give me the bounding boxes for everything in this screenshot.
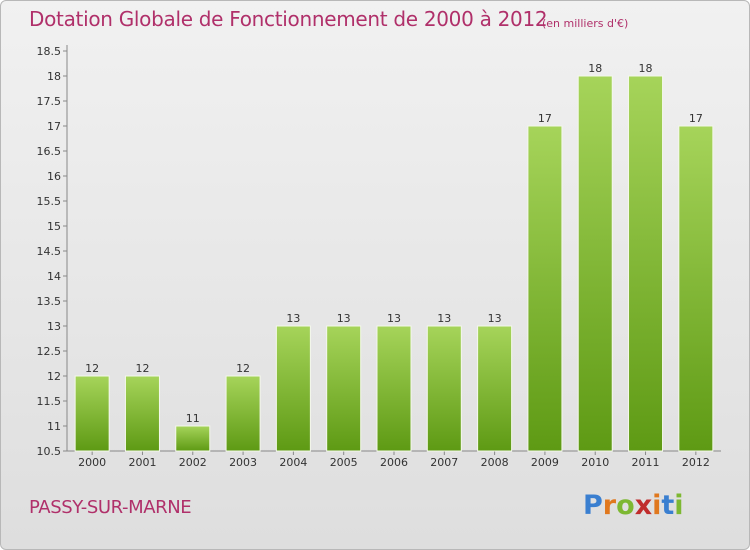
y-tick-label: 14.5: [37, 245, 62, 258]
chart-unit-subtitle: (en milliers d'€): [542, 17, 629, 30]
data-label: 13: [437, 312, 451, 325]
y-tick-label: 16: [47, 170, 61, 183]
x-tick-label: 2010: [581, 456, 609, 469]
data-label: 18: [588, 62, 602, 75]
x-tick-label: 2003: [229, 456, 257, 469]
y-tick-label: 17.5: [37, 95, 62, 108]
data-label: 13: [286, 312, 300, 325]
bar: [326, 325, 362, 452]
bar: [477, 325, 513, 452]
logo-letter: o: [616, 490, 635, 521]
data-label: 13: [337, 312, 351, 325]
data-label: 13: [387, 312, 401, 325]
data-label: 11: [186, 412, 200, 425]
data-label: 12: [85, 362, 99, 375]
bar: [678, 125, 714, 452]
bar: [426, 325, 462, 452]
chart-title: Dotation Globale de Fonctionnement de 20…: [29, 7, 548, 31]
logo-letter: r: [602, 490, 617, 521]
y-tick-label: 16.5: [37, 145, 62, 158]
chart-axes: 10.5 11 11.5 12 12.5 13 13.5 14 14.5 15 15.5 16 16.5…: [37, 45, 721, 458]
bar: [175, 425, 211, 452]
y-tick-label: 18.5: [37, 45, 62, 58]
y-tick-label: 12.5: [37, 345, 62, 358]
bar: [577, 75, 613, 452]
data-label: 12: [135, 362, 149, 375]
x-tick-label: 2011: [632, 456, 660, 469]
chart-bars: [74, 75, 714, 452]
data-label: 18: [639, 62, 653, 75]
y-tick-label: 18: [47, 70, 61, 83]
y-tick-label: 17: [47, 120, 61, 133]
bar: [527, 125, 563, 452]
bar: [275, 325, 311, 452]
proxiti-logo[interactable]: Proxiti: [583, 490, 684, 521]
x-tick-label: 2001: [128, 456, 156, 469]
y-tick-label: 15: [47, 220, 61, 233]
data-label: 12: [236, 362, 250, 375]
x-tick-label: 2009: [531, 456, 559, 469]
y-tick-label: 12: [47, 370, 61, 383]
x-tick-label: 2004: [279, 456, 307, 469]
y-tick-label: 14: [47, 270, 61, 283]
y-tick-label: 11: [47, 420, 61, 433]
bar: [74, 375, 110, 452]
y-tick-label: 11.5: [37, 395, 62, 408]
logo-letter: x: [634, 490, 653, 521]
bar: [124, 375, 160, 452]
y-tick-label: 13: [47, 320, 61, 333]
logo-letter: i: [652, 490, 662, 521]
data-label: 17: [689, 112, 703, 125]
x-tick-label: 2002: [179, 456, 207, 469]
logo-letter: t: [661, 490, 675, 521]
bar: [225, 375, 261, 452]
logo-letter: P: [583, 490, 603, 521]
x-tick-label: 2012: [682, 456, 710, 469]
y-tick-label: 15.5: [37, 195, 62, 208]
logo-letter: i: [674, 490, 684, 521]
x-tick-label: 2008: [481, 456, 509, 469]
data-label: 17: [538, 112, 552, 125]
x-tick-label: 2006: [380, 456, 408, 469]
y-tick-label: 13.5: [37, 295, 62, 308]
data-label: 13: [488, 312, 502, 325]
bar: [376, 325, 412, 452]
x-tick-label: 2000: [78, 456, 106, 469]
x-tick-label: 2007: [430, 456, 458, 469]
commune-name: PASSY-SUR-MARNE: [29, 497, 192, 518]
bar: [628, 75, 664, 452]
chart-labels: 2000 12 2001 12 2002 11 2003 12 2004 13 2005 13 2006…: [78, 62, 710, 469]
x-tick-label: 2005: [330, 456, 358, 469]
y-tick-label: 10.5: [37, 445, 62, 458]
